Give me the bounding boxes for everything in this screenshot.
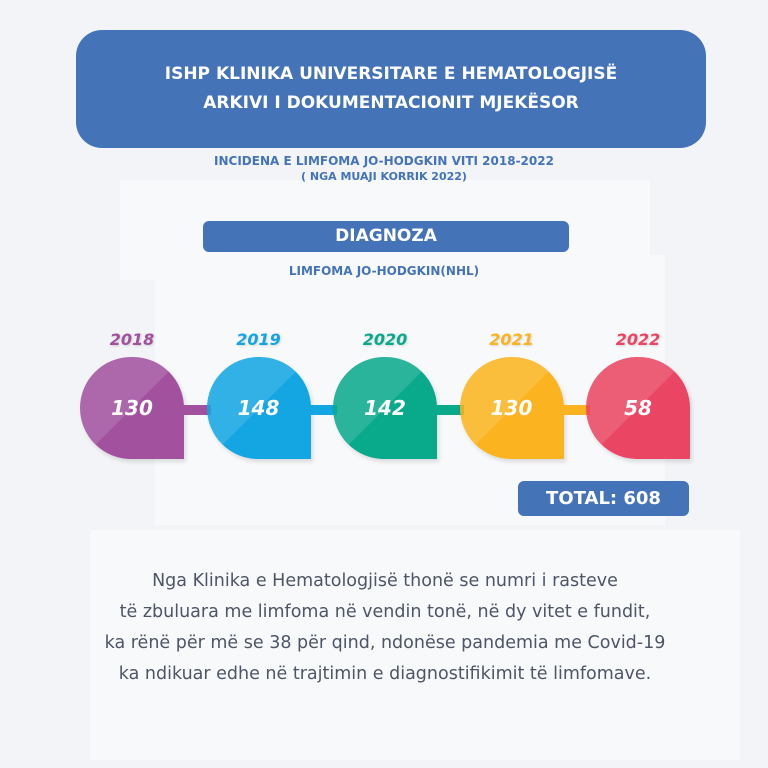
timeline-year: 2019: [236, 330, 281, 349]
paragraph-line: ka rënë për më se 38 për qind, ndonëse p…: [104, 633, 666, 653]
timeline-value-drop: 148: [206, 357, 311, 459]
timeline-year: 2020: [362, 330, 408, 349]
paragraph-line: Nga Klinika e Hematologjisë thonë se num…: [152, 571, 618, 591]
timeline-value-drop: 58: [586, 357, 690, 459]
timeline-connector: [560, 405, 590, 415]
diagnosis-banner: DIAGNOZA: [203, 221, 569, 252]
diagnosis-name: LIMFOMA JO-HODGKIN(NHL): [288, 264, 480, 278]
timeline-value-drop: 130: [459, 357, 564, 459]
header-subtitle: ARKIVI I DOKUMENTACIONIT MJEKËSOR: [203, 93, 579, 113]
paragraph-line: të zbuluara me limfoma në vendin tonë, n…: [119, 602, 651, 622]
timeline-year: 2022: [615, 330, 661, 349]
timeline-connector: [180, 405, 211, 415]
timeline-year: 2021: [489, 330, 534, 349]
timeline-value-drop: 130: [80, 357, 184, 459]
incidence-period: ( NGA MUAJI KORRIK 2022): [301, 170, 467, 183]
incidence-title: INCIDENA E LIMFOMA JO-HODGKIN VITI 2018-…: [214, 154, 554, 168]
timeline-connector: [307, 405, 337, 415]
timeline-value-drop: 142: [333, 357, 437, 459]
header-banner: ISHP KLINIKA UNIVERSITARE E HEMATOLOGJIS…: [76, 30, 706, 148]
background-panel-bottom: [90, 530, 740, 760]
timeline-connector: [433, 405, 464, 415]
header-title: ISHP KLINIKA UNIVERSITARE E HEMATOLOGJIS…: [164, 64, 618, 84]
paragraph-line: ka ndikuar edhe në trajtimin e diagnosti…: [118, 664, 652, 684]
timeline-year: 2018: [109, 330, 155, 349]
total-badge: TOTAL: 608: [518, 481, 689, 516]
description-paragraph: Nga Klinika e Hematologjisë thonë se num…: [40, 566, 730, 690]
